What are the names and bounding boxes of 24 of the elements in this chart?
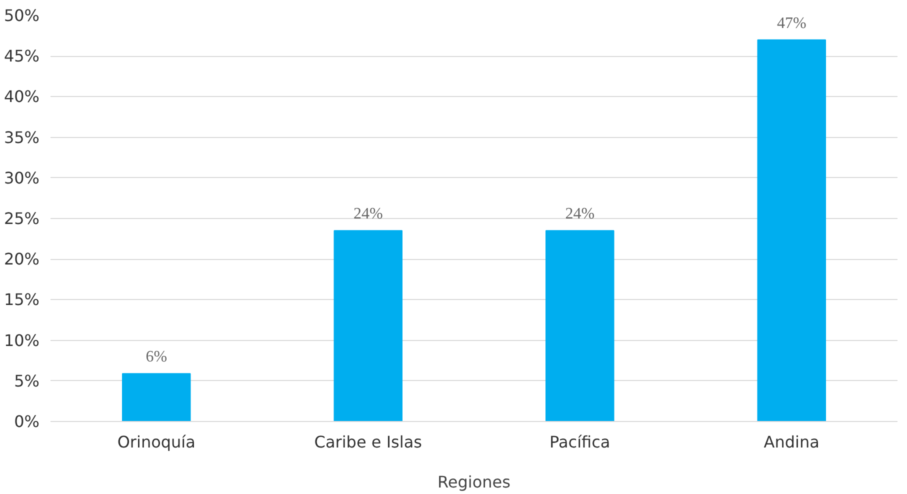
y-tick-label: 20% xyxy=(4,250,40,269)
y-tick-label: 45% xyxy=(4,46,40,66)
y-tick-label: 5% xyxy=(14,371,40,390)
bar xyxy=(757,39,826,422)
y-tick-label: 30% xyxy=(4,168,40,188)
x-tick-label: Caribe e Islas xyxy=(314,432,422,452)
bar xyxy=(545,230,614,422)
data-label: 24% xyxy=(353,206,383,223)
x-tick-label: Andina xyxy=(764,432,820,452)
data-label: 24% xyxy=(565,206,595,223)
y-tick-label: 50% xyxy=(4,6,40,25)
x-tick-label: Orinoquía xyxy=(117,432,196,452)
y-tick-label: 25% xyxy=(4,209,40,228)
y-tick-label: 10% xyxy=(4,330,40,350)
x-axis-title: Regiones xyxy=(438,472,510,492)
y-tick-label: 0% xyxy=(14,412,40,431)
bar xyxy=(334,230,403,422)
bar xyxy=(122,373,191,422)
x-tick-label: Pacífica xyxy=(550,432,610,452)
y-tick-label: 35% xyxy=(4,128,40,147)
data-label: 47% xyxy=(776,14,806,32)
data-label: 6% xyxy=(146,348,168,366)
y-tick-label: 40% xyxy=(4,87,40,106)
y-tick-label: 15% xyxy=(4,290,40,310)
